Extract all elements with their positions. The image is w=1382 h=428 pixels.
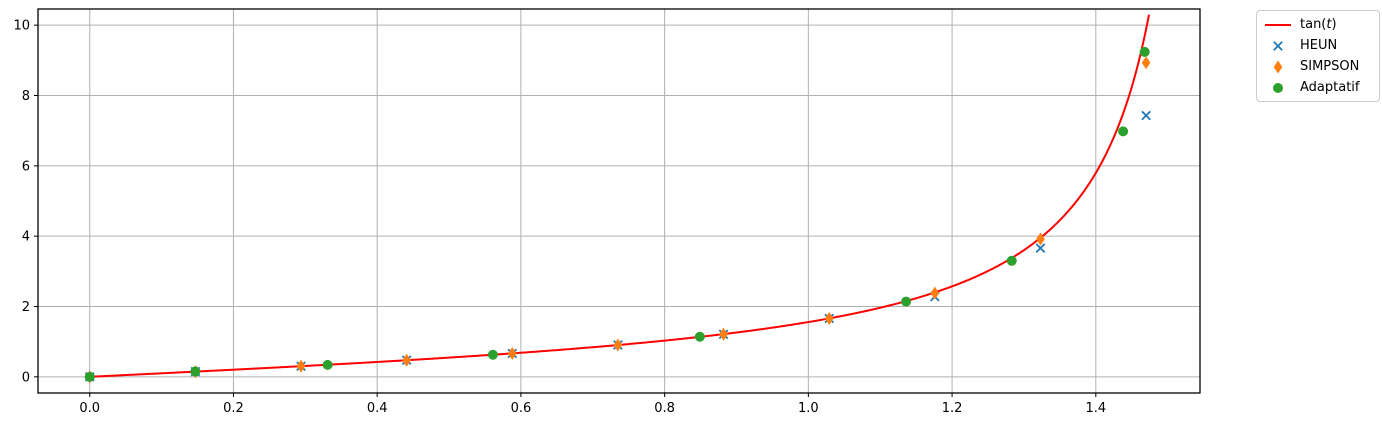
legend-item-adaptatif: Adaptatif	[1263, 78, 1371, 97]
x-tick-label: 1.0	[798, 401, 819, 416]
diamond-marker-icon	[1141, 56, 1151, 70]
diamond-marker-icon	[613, 338, 623, 352]
circle-marker-icon	[1118, 126, 1129, 137]
x-marker-icon	[1141, 110, 1151, 121]
legend-x-icon	[1273, 40, 1283, 51]
axes-border	[37, 8, 1201, 394]
tan-curve	[89, 14, 1150, 378]
circle-marker-icon	[1139, 46, 1150, 57]
legend-item-simpson: SIMPSON	[1263, 57, 1371, 76]
legend-item-heun: HEUN	[1263, 36, 1371, 55]
x-tick-label: 0.8	[654, 401, 675, 416]
legend-label-adaptatif: Adaptatif	[1300, 79, 1360, 95]
y-tick-label: 0	[22, 370, 30, 385]
diamond-marker-icon	[507, 346, 517, 360]
circle-marker-icon	[322, 359, 333, 370]
x-tick-label: 1.4	[1085, 401, 1106, 416]
legend-label-simpson: SIMPSON	[1300, 58, 1360, 74]
series-adaptatif	[84, 46, 1150, 382]
circle-marker-icon	[190, 366, 201, 377]
y-tick-label: 8	[22, 89, 30, 104]
y-tick-label: 10	[13, 19, 30, 34]
legend-label-heun: HEUN	[1300, 37, 1338, 53]
x-tick-label: 0.4	[367, 401, 388, 416]
circle-marker-icon	[1006, 255, 1017, 266]
circle-marker-icon	[487, 349, 498, 360]
legend-item-tan-t: tan(t)	[1263, 15, 1371, 34]
circle-marker-icon	[84, 371, 95, 382]
y-tick-label: 4	[22, 230, 30, 245]
circle-marker-icon	[694, 331, 705, 342]
diamond-marker-icon	[719, 327, 728, 341]
x-marker-icon	[1273, 40, 1283, 51]
legend-thin-diamond-icon	[1273, 60, 1283, 73]
x-tick-label: 1.2	[942, 401, 963, 416]
circle-marker-icon	[901, 296, 912, 307]
diamond-marker-icon	[930, 286, 940, 300]
legend: tan(t) HEUN SIMPSON Adaptatif	[1256, 10, 1380, 102]
grid	[38, 9, 1200, 393]
y-tick-label: 2	[22, 300, 30, 315]
x-tick-label: 0.6	[511, 401, 532, 416]
diamond-marker-icon	[1273, 60, 1283, 73]
ticks: 0.0 0.2 0.4 0.6 0.8 1.0 1.2 1.4 0 2 4 6 8 10	[13, 19, 1106, 416]
x-marker-icon	[1035, 243, 1046, 253]
legend-circle-icon	[1273, 82, 1283, 93]
series-simpson	[85, 56, 1151, 384]
x-tick-label: 0.0	[79, 401, 100, 416]
diamond-marker-icon	[1036, 232, 1045, 246]
diamond-marker-icon	[402, 353, 411, 367]
legend-label-tan-t: tan(t)	[1300, 16, 1337, 32]
y-tick-label: 6	[22, 159, 30, 174]
x-tick-label: 0.2	[223, 401, 244, 416]
legend-line-icon	[1265, 23, 1291, 26]
diamond-marker-icon	[824, 311, 834, 325]
diamond-marker-icon	[296, 359, 306, 373]
circle-marker-icon	[1273, 82, 1283, 93]
